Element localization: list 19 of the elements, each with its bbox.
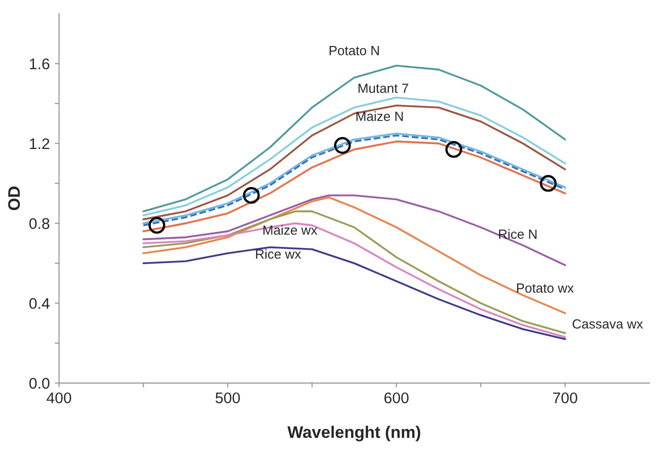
y-tick-label: 0.8 <box>29 218 50 230</box>
annotation: Maize wx <box>263 225 318 235</box>
annotation: Maize N <box>356 111 403 122</box>
y-tick-label: 0.4 <box>29 298 50 309</box>
y-axis-title: OD <box>8 186 20 210</box>
y-tick-label: 0.0 <box>29 378 50 389</box>
annotation: Rice N <box>499 229 536 239</box>
annotation: Cassava wx <box>572 319 643 329</box>
x-tick-label: 700 <box>553 392 578 404</box>
annotation: Potato N <box>330 46 379 56</box>
y-tick-label: 1.6 <box>30 58 50 70</box>
annotation: Rice wx <box>256 249 302 259</box>
x-tick-label: 500 <box>216 392 240 404</box>
annotation: Potato wx <box>517 284 574 293</box>
y-tick-label: 1.2 <box>30 138 50 149</box>
x-tick-label: 400 <box>46 392 72 404</box>
x-axis-title: Wavelenght (nm) <box>287 426 420 442</box>
annotation: Mutant 7 <box>358 84 408 93</box>
x-tick-label: 600 <box>384 392 409 404</box>
